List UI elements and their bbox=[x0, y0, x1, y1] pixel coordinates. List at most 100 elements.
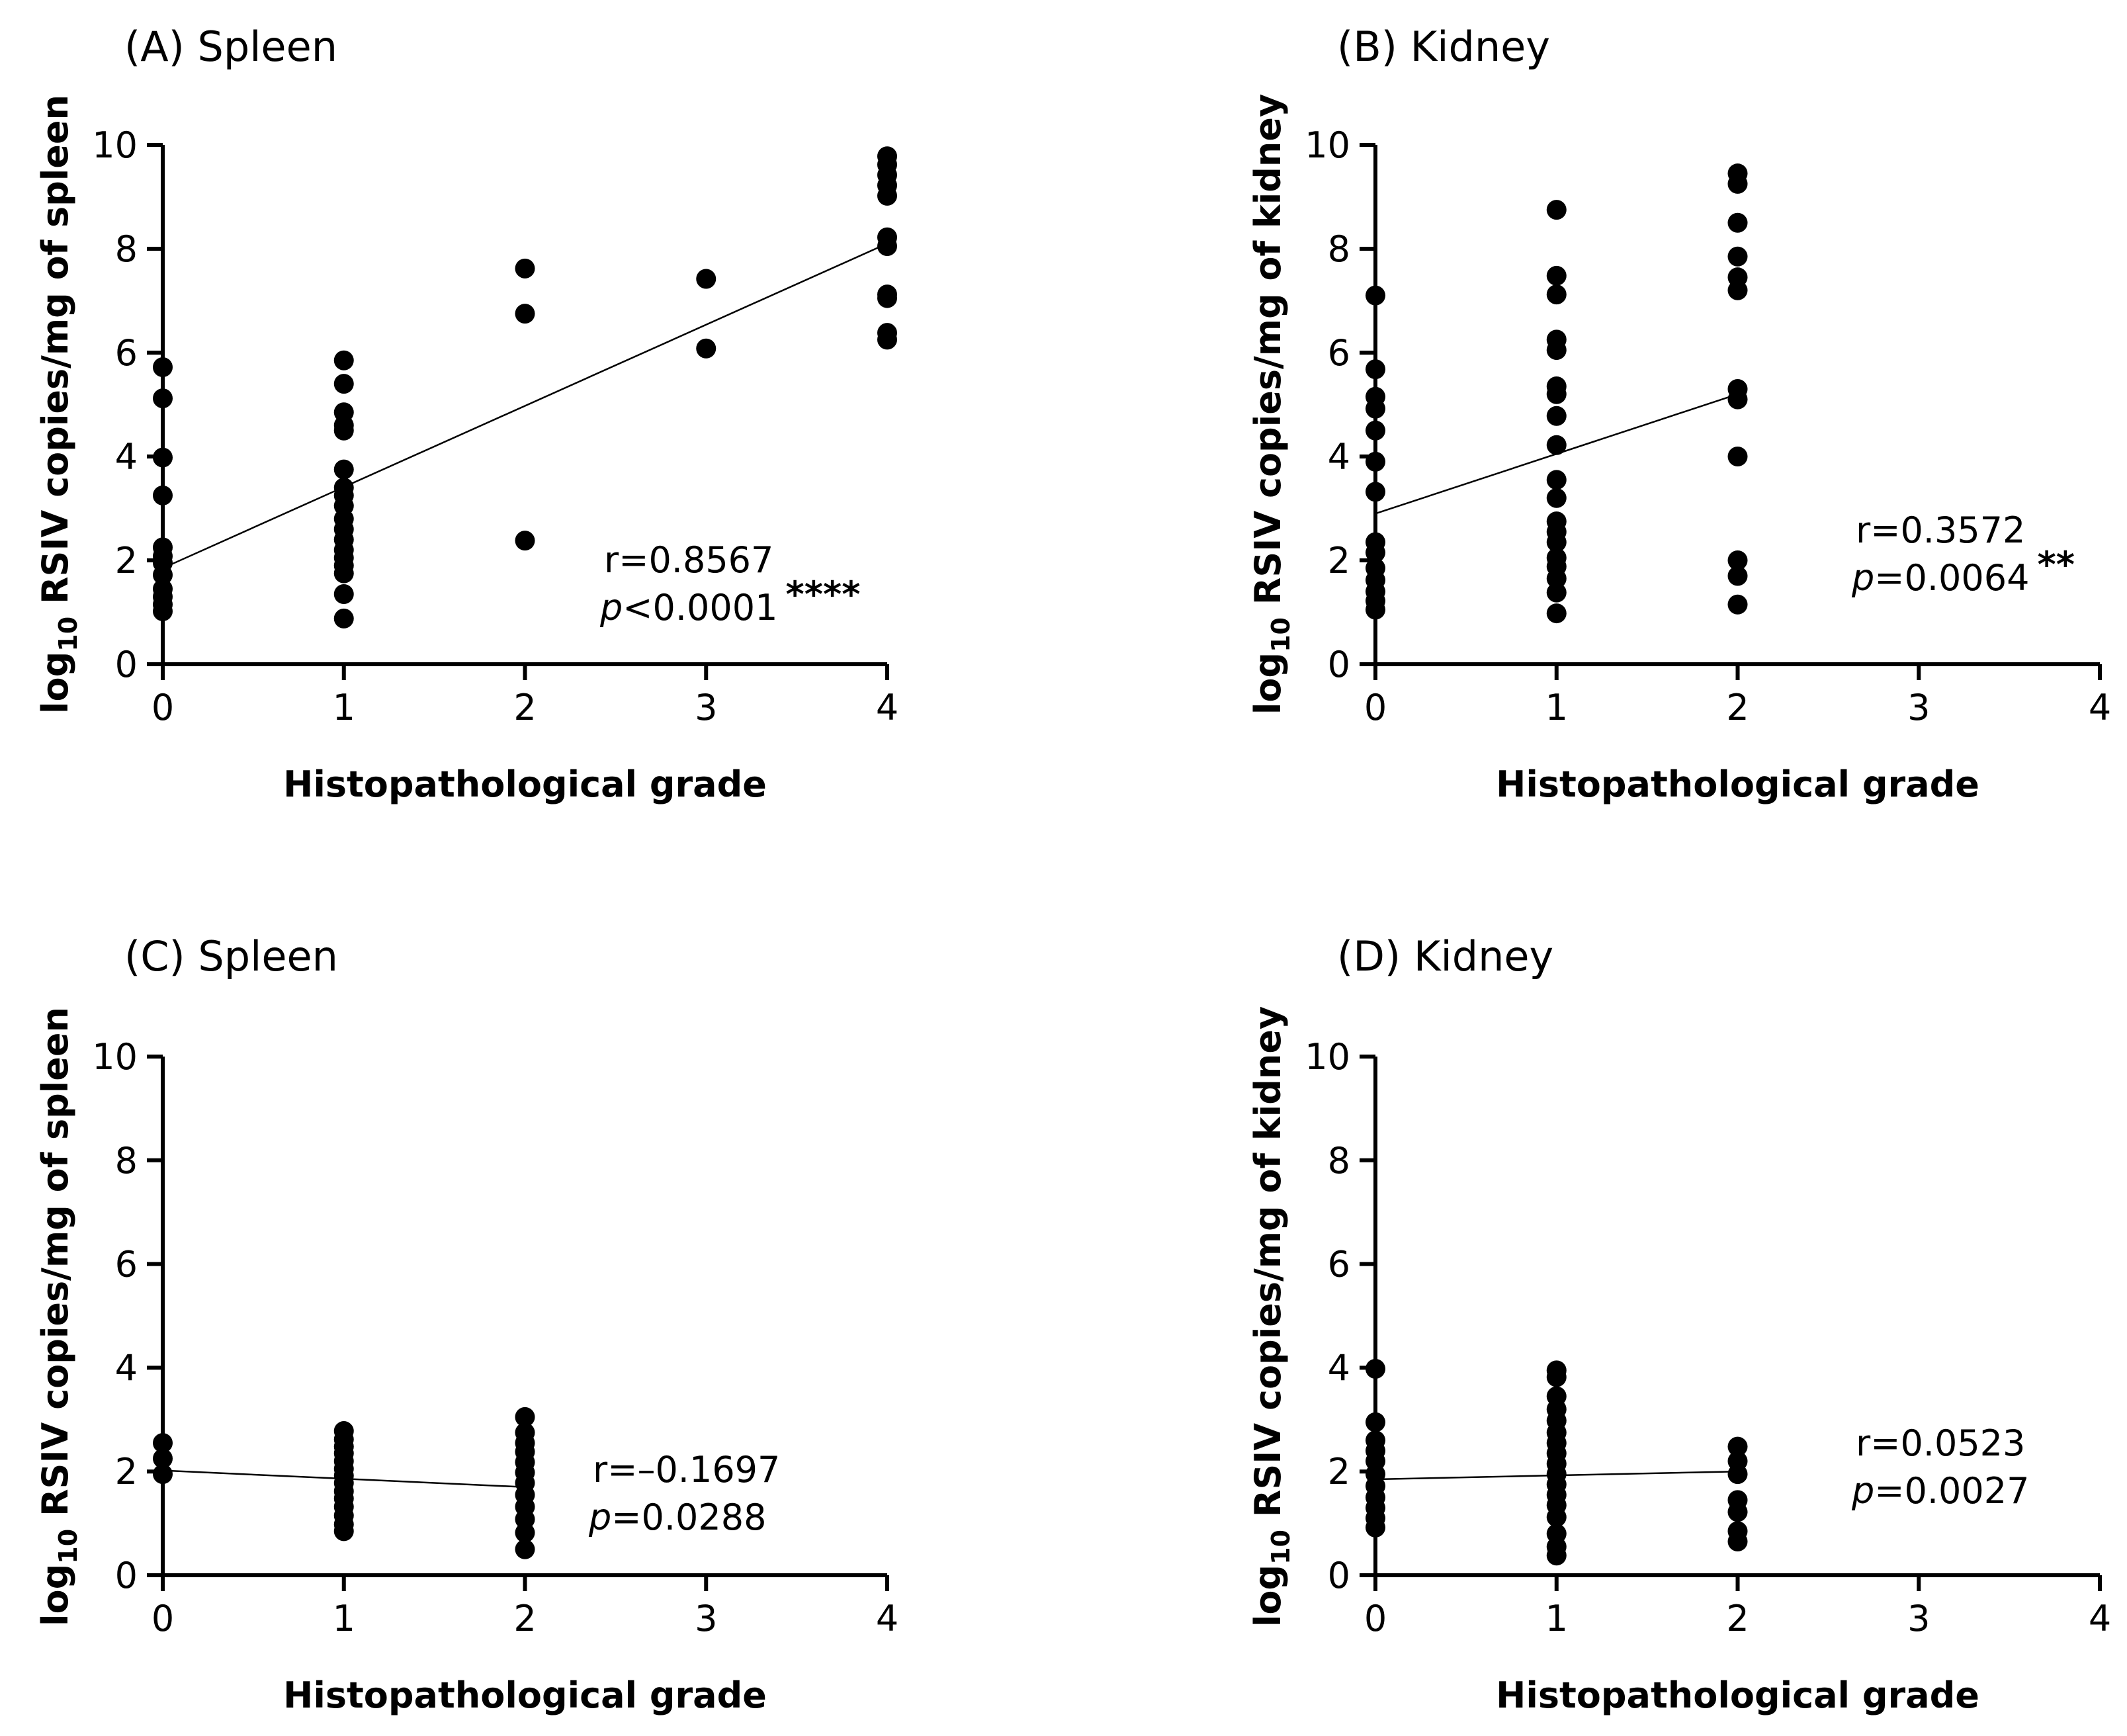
data-point bbox=[1727, 246, 1748, 267]
data-point bbox=[153, 1448, 173, 1469]
data-point bbox=[1366, 359, 1385, 380]
data-point bbox=[333, 350, 354, 370]
data-point bbox=[1366, 420, 1385, 441]
y-axis-title-text: RSIV copies/mg of kidney bbox=[1247, 1006, 1289, 1530]
data-point bbox=[1546, 1507, 1567, 1528]
data-point bbox=[1546, 340, 1567, 361]
data-point bbox=[333, 420, 354, 441]
data-point bbox=[1366, 1412, 1385, 1432]
y-tick-label: 4 bbox=[1328, 1347, 1350, 1389]
x-tick-label: 3 bbox=[695, 1598, 717, 1639]
data-point bbox=[1727, 1436, 1748, 1457]
data-point bbox=[1366, 599, 1385, 620]
x-tick-label: 0 bbox=[152, 1598, 174, 1639]
data-point bbox=[1727, 566, 1748, 586]
y-axis-title-log: log bbox=[1247, 652, 1289, 715]
x-tick-label: 4 bbox=[2089, 1598, 2111, 1639]
x-tick-label: 2 bbox=[513, 687, 536, 728]
x-tick-label: 3 bbox=[1907, 687, 1930, 728]
panel-d-kidney: (D) Kidney 0 2 4 6 8 10 0 1 2 3 4 Histopathological … bbox=[1247, 932, 2111, 1716]
y-tick-label: 0 bbox=[115, 644, 138, 685]
data-point bbox=[1366, 542, 1385, 563]
x-tick-label: 4 bbox=[2089, 687, 2111, 728]
data-point bbox=[515, 258, 535, 279]
panel-title-c: (C) Spleen bbox=[124, 932, 338, 980]
panel-title-b: (B) Kidney bbox=[1337, 22, 1550, 71]
y-tick-label: 2 bbox=[115, 540, 138, 582]
data-point bbox=[1546, 384, 1567, 404]
data-point bbox=[1727, 1464, 1748, 1485]
data-point bbox=[1546, 406, 1567, 426]
y-axis-title: log10 RSIV copies/mg of kidney bbox=[1247, 94, 1295, 715]
data-point bbox=[153, 601, 173, 621]
data-point bbox=[1546, 470, 1567, 490]
p-symbol: p bbox=[599, 587, 623, 629]
y-axis-title-subscript: 10 bbox=[54, 617, 83, 652]
p-value: p=0.0064 bbox=[1851, 557, 2029, 599]
data-point bbox=[1546, 284, 1567, 305]
panel-a-spleen: (A) Spleen 0 2 4 6 8 10 0 1 2 3 4 Histopathological … bbox=[34, 22, 898, 805]
x-tick-label: 2 bbox=[1726, 1598, 1749, 1639]
y-axis-title-text: RSIV copies/mg of kidney bbox=[1247, 94, 1289, 617]
data-point bbox=[1727, 1502, 1748, 1522]
p-symbol: p bbox=[1851, 1470, 1874, 1512]
significance-stars: **** bbox=[785, 574, 860, 615]
data-point bbox=[1727, 280, 1748, 300]
p-value-number: =0.0288 bbox=[611, 1497, 766, 1538]
p-value-number: =0.0027 bbox=[1874, 1470, 2029, 1512]
x-tick-label: 0 bbox=[1364, 1598, 1387, 1639]
data-point bbox=[333, 459, 354, 480]
data-point bbox=[1727, 173, 1748, 194]
data-point bbox=[1366, 1517, 1385, 1538]
data-point bbox=[515, 1522, 535, 1543]
data-point bbox=[153, 1433, 173, 1454]
data-point bbox=[1546, 435, 1567, 455]
y-tick-label: 6 bbox=[1328, 1244, 1350, 1285]
x-axis-title: Histopathological grade bbox=[283, 763, 767, 805]
correlation-r: r=0.0523 bbox=[1856, 1422, 2025, 1464]
correlation-r: r=–0.1697 bbox=[593, 1449, 780, 1491]
panel-b-kidney: (B) Kidney 0 2 4 6 8 10 0 1 2 3 4 Histopathological … bbox=[1247, 22, 2111, 805]
data-point bbox=[1366, 1358, 1385, 1379]
data-point bbox=[515, 1539, 535, 1559]
y-tick-label: 8 bbox=[1328, 1140, 1350, 1182]
y-tick-label: 8 bbox=[1328, 228, 1350, 270]
data-point bbox=[153, 388, 173, 409]
correlation-r: r=0.3572 bbox=[1856, 509, 2025, 551]
x-tick-label: 0 bbox=[1364, 687, 1387, 728]
y-axis-title: log10 RSIV copies/mg of kidney bbox=[1247, 1006, 1295, 1627]
p-symbol: p bbox=[1851, 557, 1874, 599]
data-point bbox=[333, 374, 354, 394]
p-value: p<0.0001 bbox=[599, 587, 777, 629]
data-point bbox=[1546, 603, 1567, 624]
x-tick-label: 3 bbox=[1907, 1598, 1930, 1639]
data-point bbox=[333, 608, 354, 629]
y-tick-label: 6 bbox=[115, 332, 138, 374]
y-tick-label: 2 bbox=[1328, 1451, 1350, 1493]
panel-title-d: (D) Kidney bbox=[1337, 932, 1553, 980]
y-tick-label: 2 bbox=[1328, 540, 1350, 582]
data-point bbox=[1727, 447, 1748, 466]
data-point bbox=[153, 564, 173, 585]
x-tick-label: 4 bbox=[876, 1598, 898, 1639]
data-point bbox=[515, 531, 535, 551]
x-axis-title: Histopathological grade bbox=[1496, 763, 1979, 805]
data-point bbox=[1546, 200, 1567, 220]
y-tick-label: 6 bbox=[115, 1244, 138, 1285]
data-point bbox=[1546, 265, 1567, 286]
data-point bbox=[515, 1407, 535, 1427]
data-point bbox=[696, 269, 716, 289]
y-tick-label: 2 bbox=[115, 1451, 138, 1493]
x-tick-label: 2 bbox=[513, 1598, 536, 1639]
y-tick-label: 10 bbox=[1305, 1036, 1350, 1078]
x-tick-label: 0 bbox=[152, 687, 174, 728]
p-value-number: =0.0064 bbox=[1874, 557, 2029, 599]
y-axis-title-subscript: 10 bbox=[1266, 617, 1295, 652]
data-point bbox=[1546, 1367, 1567, 1387]
x-axis-title: Histopathological grade bbox=[1496, 1674, 1979, 1716]
p-value: p=0.0288 bbox=[588, 1497, 766, 1538]
regression-line bbox=[162, 243, 888, 569]
y-tick-label: 4 bbox=[115, 1347, 138, 1389]
y-axis-title-log: log bbox=[34, 652, 76, 714]
